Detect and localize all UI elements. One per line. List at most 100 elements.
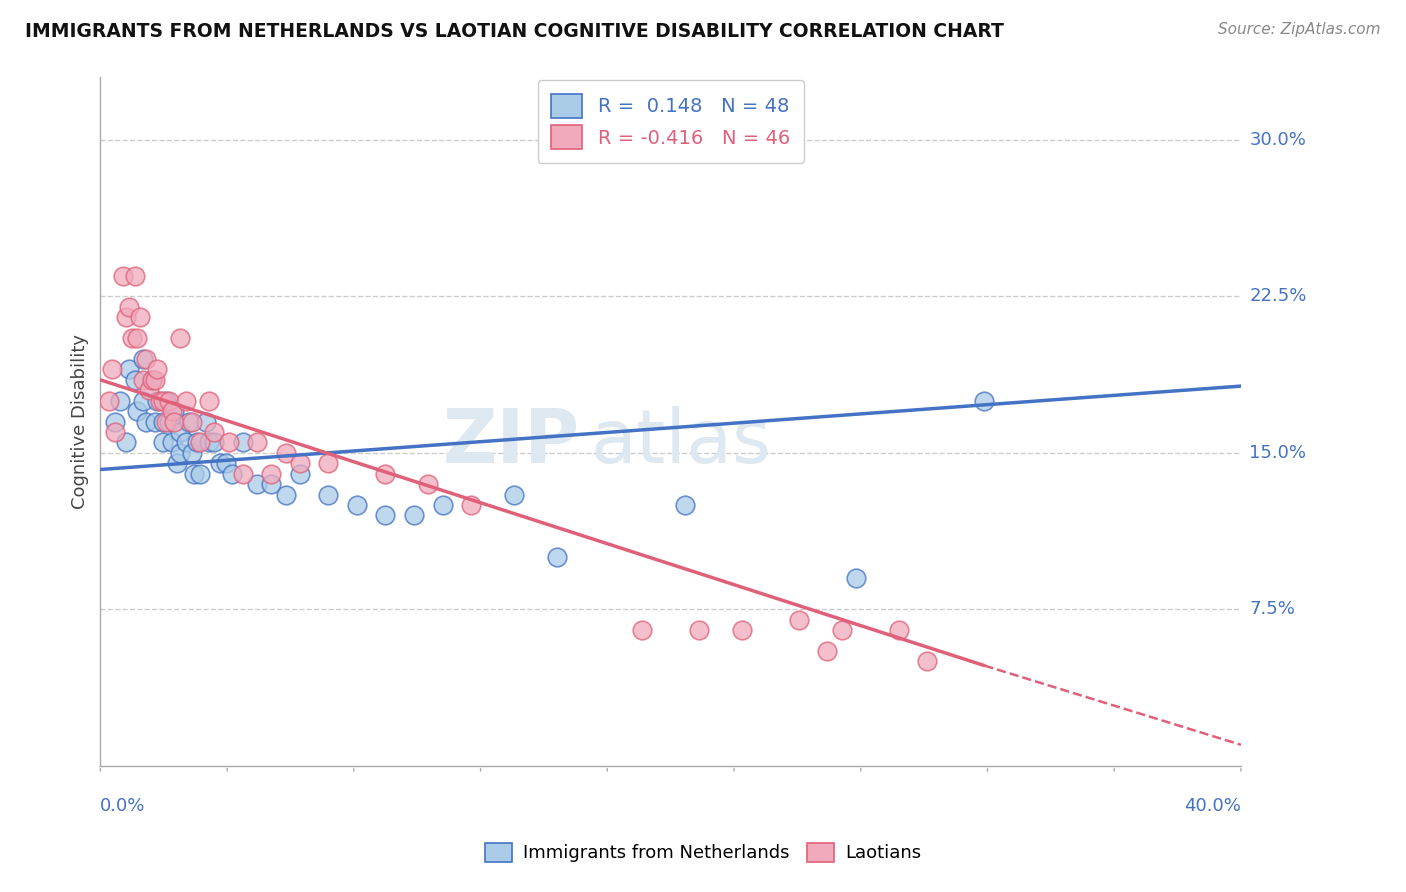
Point	[197, 393, 219, 408]
Point	[155, 393, 177, 408]
Point	[188, 435, 211, 450]
Point	[180, 446, 202, 460]
Point	[118, 300, 141, 314]
Text: Source: ZipAtlas.com: Source: ZipAtlas.com	[1218, 22, 1381, 37]
Point	[673, 498, 696, 512]
Point	[141, 373, 163, 387]
Point	[104, 425, 127, 439]
Point	[232, 435, 254, 450]
Point	[232, 467, 254, 481]
Text: 7.5%: 7.5%	[1250, 600, 1295, 618]
Point	[202, 425, 225, 439]
Text: 30.0%: 30.0%	[1250, 131, 1306, 149]
Point	[288, 456, 311, 470]
Point	[260, 477, 283, 491]
Text: IMMIGRANTS FROM NETHERLANDS VS LAOTIAN COGNITIVE DISABILITY CORRELATION CHART: IMMIGRANTS FROM NETHERLANDS VS LAOTIAN C…	[25, 22, 1004, 41]
Point	[202, 435, 225, 450]
Point	[197, 435, 219, 450]
Point	[209, 456, 232, 470]
Point	[174, 393, 197, 408]
Point	[152, 415, 174, 429]
Point	[887, 623, 910, 637]
Point	[135, 351, 157, 366]
Point	[115, 310, 138, 325]
Point	[831, 623, 853, 637]
Point	[157, 415, 180, 429]
Point	[163, 404, 186, 418]
Point	[115, 435, 138, 450]
Text: 40.0%: 40.0%	[1184, 797, 1241, 814]
Point	[169, 425, 191, 439]
Point	[845, 571, 868, 585]
Point	[688, 623, 710, 637]
Point	[188, 467, 211, 481]
Point	[146, 393, 169, 408]
Point	[546, 550, 568, 565]
Point	[135, 415, 157, 429]
Point	[274, 446, 297, 460]
Y-axis label: Cognitive Disability: Cognitive Disability	[72, 334, 89, 509]
Point	[973, 393, 995, 408]
Point	[152, 435, 174, 450]
Point	[141, 373, 163, 387]
Point	[502, 487, 524, 501]
Point	[163, 415, 186, 429]
Point	[132, 393, 155, 408]
Point	[460, 498, 482, 512]
Point	[152, 393, 174, 408]
Text: 0.0%: 0.0%	[100, 797, 146, 814]
Point	[731, 623, 754, 637]
Point	[127, 404, 149, 418]
Point	[160, 404, 183, 418]
Point	[146, 362, 169, 376]
Point	[194, 415, 217, 429]
Point	[149, 393, 172, 408]
Point	[138, 384, 160, 398]
Legend: Immigrants from Netherlands, Laotians: Immigrants from Netherlands, Laotians	[478, 836, 928, 870]
Point	[374, 508, 396, 523]
Text: 22.5%: 22.5%	[1250, 287, 1306, 305]
Point	[817, 644, 839, 658]
Text: atlas: atlas	[591, 406, 772, 479]
Point	[174, 435, 197, 450]
Point	[274, 487, 297, 501]
Point	[631, 623, 654, 637]
Point	[318, 456, 340, 470]
Point	[110, 393, 132, 408]
Point	[183, 467, 205, 481]
Point	[121, 331, 143, 345]
Point	[155, 415, 177, 429]
Text: 15.0%: 15.0%	[1250, 444, 1306, 462]
Point	[129, 310, 152, 325]
Point	[160, 435, 183, 450]
Point	[143, 415, 166, 429]
Point	[124, 268, 146, 283]
Point	[157, 393, 180, 408]
Text: ZIP: ZIP	[441, 406, 579, 479]
Point	[221, 467, 243, 481]
Point	[100, 362, 122, 376]
Point	[180, 415, 202, 429]
Point	[432, 498, 454, 512]
Point	[169, 331, 191, 345]
Point	[787, 613, 810, 627]
Point	[418, 477, 440, 491]
Point	[166, 456, 188, 470]
Point	[246, 435, 269, 450]
Legend: R =  0.148   N = 48, R = -0.416   N = 46: R = 0.148 N = 48, R = -0.416 N = 46	[537, 80, 804, 162]
Point	[112, 268, 135, 283]
Point	[104, 415, 127, 429]
Point	[132, 351, 155, 366]
Point	[215, 456, 238, 470]
Point	[260, 467, 283, 481]
Point	[288, 467, 311, 481]
Point	[169, 446, 191, 460]
Point	[346, 498, 368, 512]
Point	[186, 435, 208, 450]
Point	[318, 487, 340, 501]
Point	[218, 435, 240, 450]
Point	[143, 373, 166, 387]
Point	[118, 362, 141, 376]
Point	[917, 654, 939, 668]
Point	[402, 508, 425, 523]
